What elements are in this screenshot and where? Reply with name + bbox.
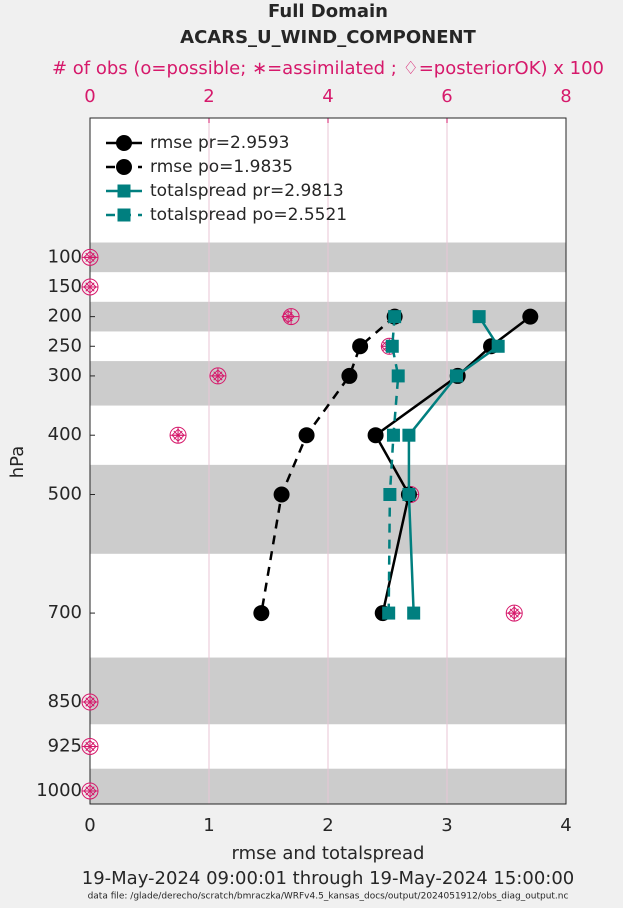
obs-asterisk <box>84 251 96 264</box>
data-point <box>402 487 416 501</box>
obs-marker <box>83 739 97 754</box>
obs-marker <box>171 428 185 442</box>
data-point <box>253 605 270 622</box>
obs-diamond <box>83 250 97 265</box>
y-axis-label: hPa <box>7 446 28 478</box>
legend-marker <box>117 184 131 198</box>
date-range: 19-May-2024 09:00:01 through 19-May-2024… <box>82 868 575 889</box>
data-file: data file: /glade/derecho/scratch/bmracz… <box>88 892 569 902</box>
data-point <box>273 486 290 503</box>
data-point <box>352 338 369 355</box>
data-point <box>472 310 486 324</box>
obs-marker <box>507 606 521 620</box>
x2-axis-label: # of obs (o=possible; ∗=assimilated ; ♢=… <box>52 58 604 79</box>
data-point <box>385 339 399 353</box>
data-point <box>341 367 358 384</box>
obs-diamond <box>281 309 295 324</box>
y-tick-label: 400 <box>48 424 82 445</box>
y-tick-label: 200 <box>48 306 82 327</box>
x2-tick-label: 2 <box>203 86 214 107</box>
data-point <box>407 606 421 620</box>
y-tick-label: 500 <box>48 483 82 504</box>
x2-tick-label: 4 <box>322 86 333 107</box>
x2-tick-label: 8 <box>560 86 571 107</box>
obs-diamond <box>211 369 225 383</box>
data-point <box>522 308 539 325</box>
legend-label: totalspread pr=2.9813 <box>150 181 344 201</box>
obs-diamond <box>171 428 185 442</box>
x2-tick-label: 6 <box>441 86 452 107</box>
legend-label: totalspread po=2.5521 <box>150 205 347 225</box>
chart-subtitle: ACARS_U_WIND_COMPONENT <box>180 27 476 48</box>
obs-diamond <box>83 784 97 798</box>
y-tick-label: 300 <box>48 365 82 386</box>
obs-asterisk <box>211 369 224 382</box>
y-tick-label: 850 <box>48 691 82 712</box>
obs-asterisk <box>172 429 185 442</box>
obs-marker <box>83 695 97 709</box>
x2-tick-label: 0 <box>84 86 95 107</box>
obs-asterisk <box>84 696 96 709</box>
obs-diamond <box>83 695 97 709</box>
obs-diamond <box>83 739 97 754</box>
x-tick-label: 0 <box>84 815 95 836</box>
data-point <box>367 427 384 444</box>
data-point <box>402 428 416 442</box>
obs-marker <box>83 250 97 265</box>
obs-asterisk <box>84 784 96 797</box>
obs-marker <box>281 309 295 324</box>
legend-marker <box>117 208 131 222</box>
data-point <box>450 369 464 383</box>
data-point <box>298 427 315 444</box>
data-point <box>391 369 405 383</box>
x-tick-label: 1 <box>203 815 214 836</box>
data-point <box>383 487 397 501</box>
y-tick-label: 700 <box>48 602 82 623</box>
obs-asterisk <box>84 280 96 293</box>
y-tick-label: 250 <box>48 335 82 356</box>
obs-diamond <box>83 280 97 294</box>
data-point <box>382 606 396 620</box>
x-tick-label: 3 <box>441 815 452 836</box>
data-point <box>491 339 505 353</box>
obs-asterisk <box>282 310 295 323</box>
legend-marker <box>116 159 132 175</box>
legend-marker <box>116 135 132 151</box>
x-tick-label: 2 <box>322 815 333 836</box>
x-tick-label: 4 <box>560 815 571 836</box>
obs-marker <box>211 369 225 383</box>
y-tick-label: 100 <box>48 246 82 267</box>
obs-asterisk <box>508 607 521 620</box>
obs-marker <box>83 784 97 798</box>
obs-asterisk <box>84 740 96 753</box>
legend-label: rmse pr=2.9593 <box>150 133 289 153</box>
axes-box <box>89 117 567 805</box>
y-tick-label: 150 <box>48 276 82 297</box>
obs-diamond <box>507 606 521 620</box>
chart-title: Full Domain <box>268 1 388 22</box>
legend-label: rmse po=1.9835 <box>150 157 293 177</box>
data-point <box>388 310 402 324</box>
data-point <box>386 428 400 442</box>
y-tick-label: 925 <box>48 735 82 756</box>
y-tick-label: 1000 <box>36 780 82 801</box>
x-axis-label: rmse and totalspread <box>232 843 425 864</box>
obs-marker <box>83 280 97 294</box>
